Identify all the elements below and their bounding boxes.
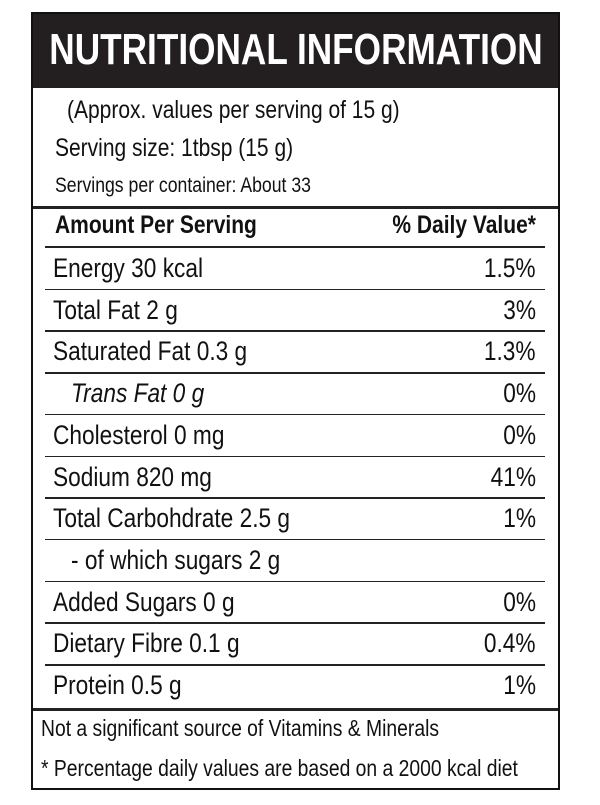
row-divider (45, 580, 545, 583)
serving-size: Serving size: 1tbsp (15 g) (55, 134, 294, 162)
footer-note: * Percentage daily values are based on a… (41, 755, 518, 781)
divider (33, 206, 558, 209)
serving-approx: (Approx. values per serving of 15 g) (67, 96, 400, 124)
row-divider (45, 288, 545, 291)
nutrient: Sodium 820 mg (53, 461, 212, 492)
nutrient: Dietary Fibre 0.1 g (53, 628, 240, 659)
column-header: Amount Per Serving (55, 211, 257, 239)
nutrient: Total Fat 2 g (53, 294, 178, 325)
daily-value: 0.4% (484, 628, 536, 659)
row-divider (45, 622, 545, 624)
row-divider (45, 330, 545, 332)
row-divider (45, 246, 545, 248)
nutrient: Added Sugars 0 g (53, 586, 235, 617)
divider (33, 708, 558, 711)
nutrient: Cholesterol 0 mg (53, 419, 225, 450)
daily-value: 1.5% (484, 253, 536, 283)
nutrient: Protein 0.5 g (53, 670, 182, 700)
daily-value: 0% (503, 419, 536, 450)
nutrient: - of which sugars 2 g (71, 544, 281, 575)
row-divider (45, 664, 545, 666)
column-header: % Daily Value* (392, 211, 536, 239)
row-divider (45, 455, 545, 457)
nutrient: Energy 30 kcal (53, 253, 204, 283)
daily-value: 3% (503, 294, 536, 325)
nutrient: Saturated Fat 0.3 g (53, 336, 248, 367)
row-divider (45, 413, 545, 416)
row-divider (45, 497, 545, 499)
servings-per-container: Servings per container: About 33 (55, 174, 311, 197)
daily-value: 1% (503, 670, 536, 700)
title: NUTRITIONAL INFORMATION (48, 25, 543, 74)
daily-value: 0% (503, 378, 536, 409)
nutrient: Trans Fat 0 g (71, 378, 205, 409)
title-bar: NUTRITIONAL INFORMATION (33, 14, 558, 88)
label-box: NUTRITIONAL INFORMATION (Approx. values … (31, 12, 560, 790)
daily-value: 0% (503, 586, 536, 617)
nutrient: Total Carbohdrate 2.5 g (53, 503, 291, 534)
row-divider (45, 372, 545, 374)
daily-value: 1.3% (484, 336, 536, 367)
daily-value: 41% (490, 461, 536, 492)
footer-note: Not a significant source of Vitamins & M… (41, 715, 440, 741)
row-divider (45, 538, 545, 541)
daily-value: 1% (503, 503, 536, 534)
